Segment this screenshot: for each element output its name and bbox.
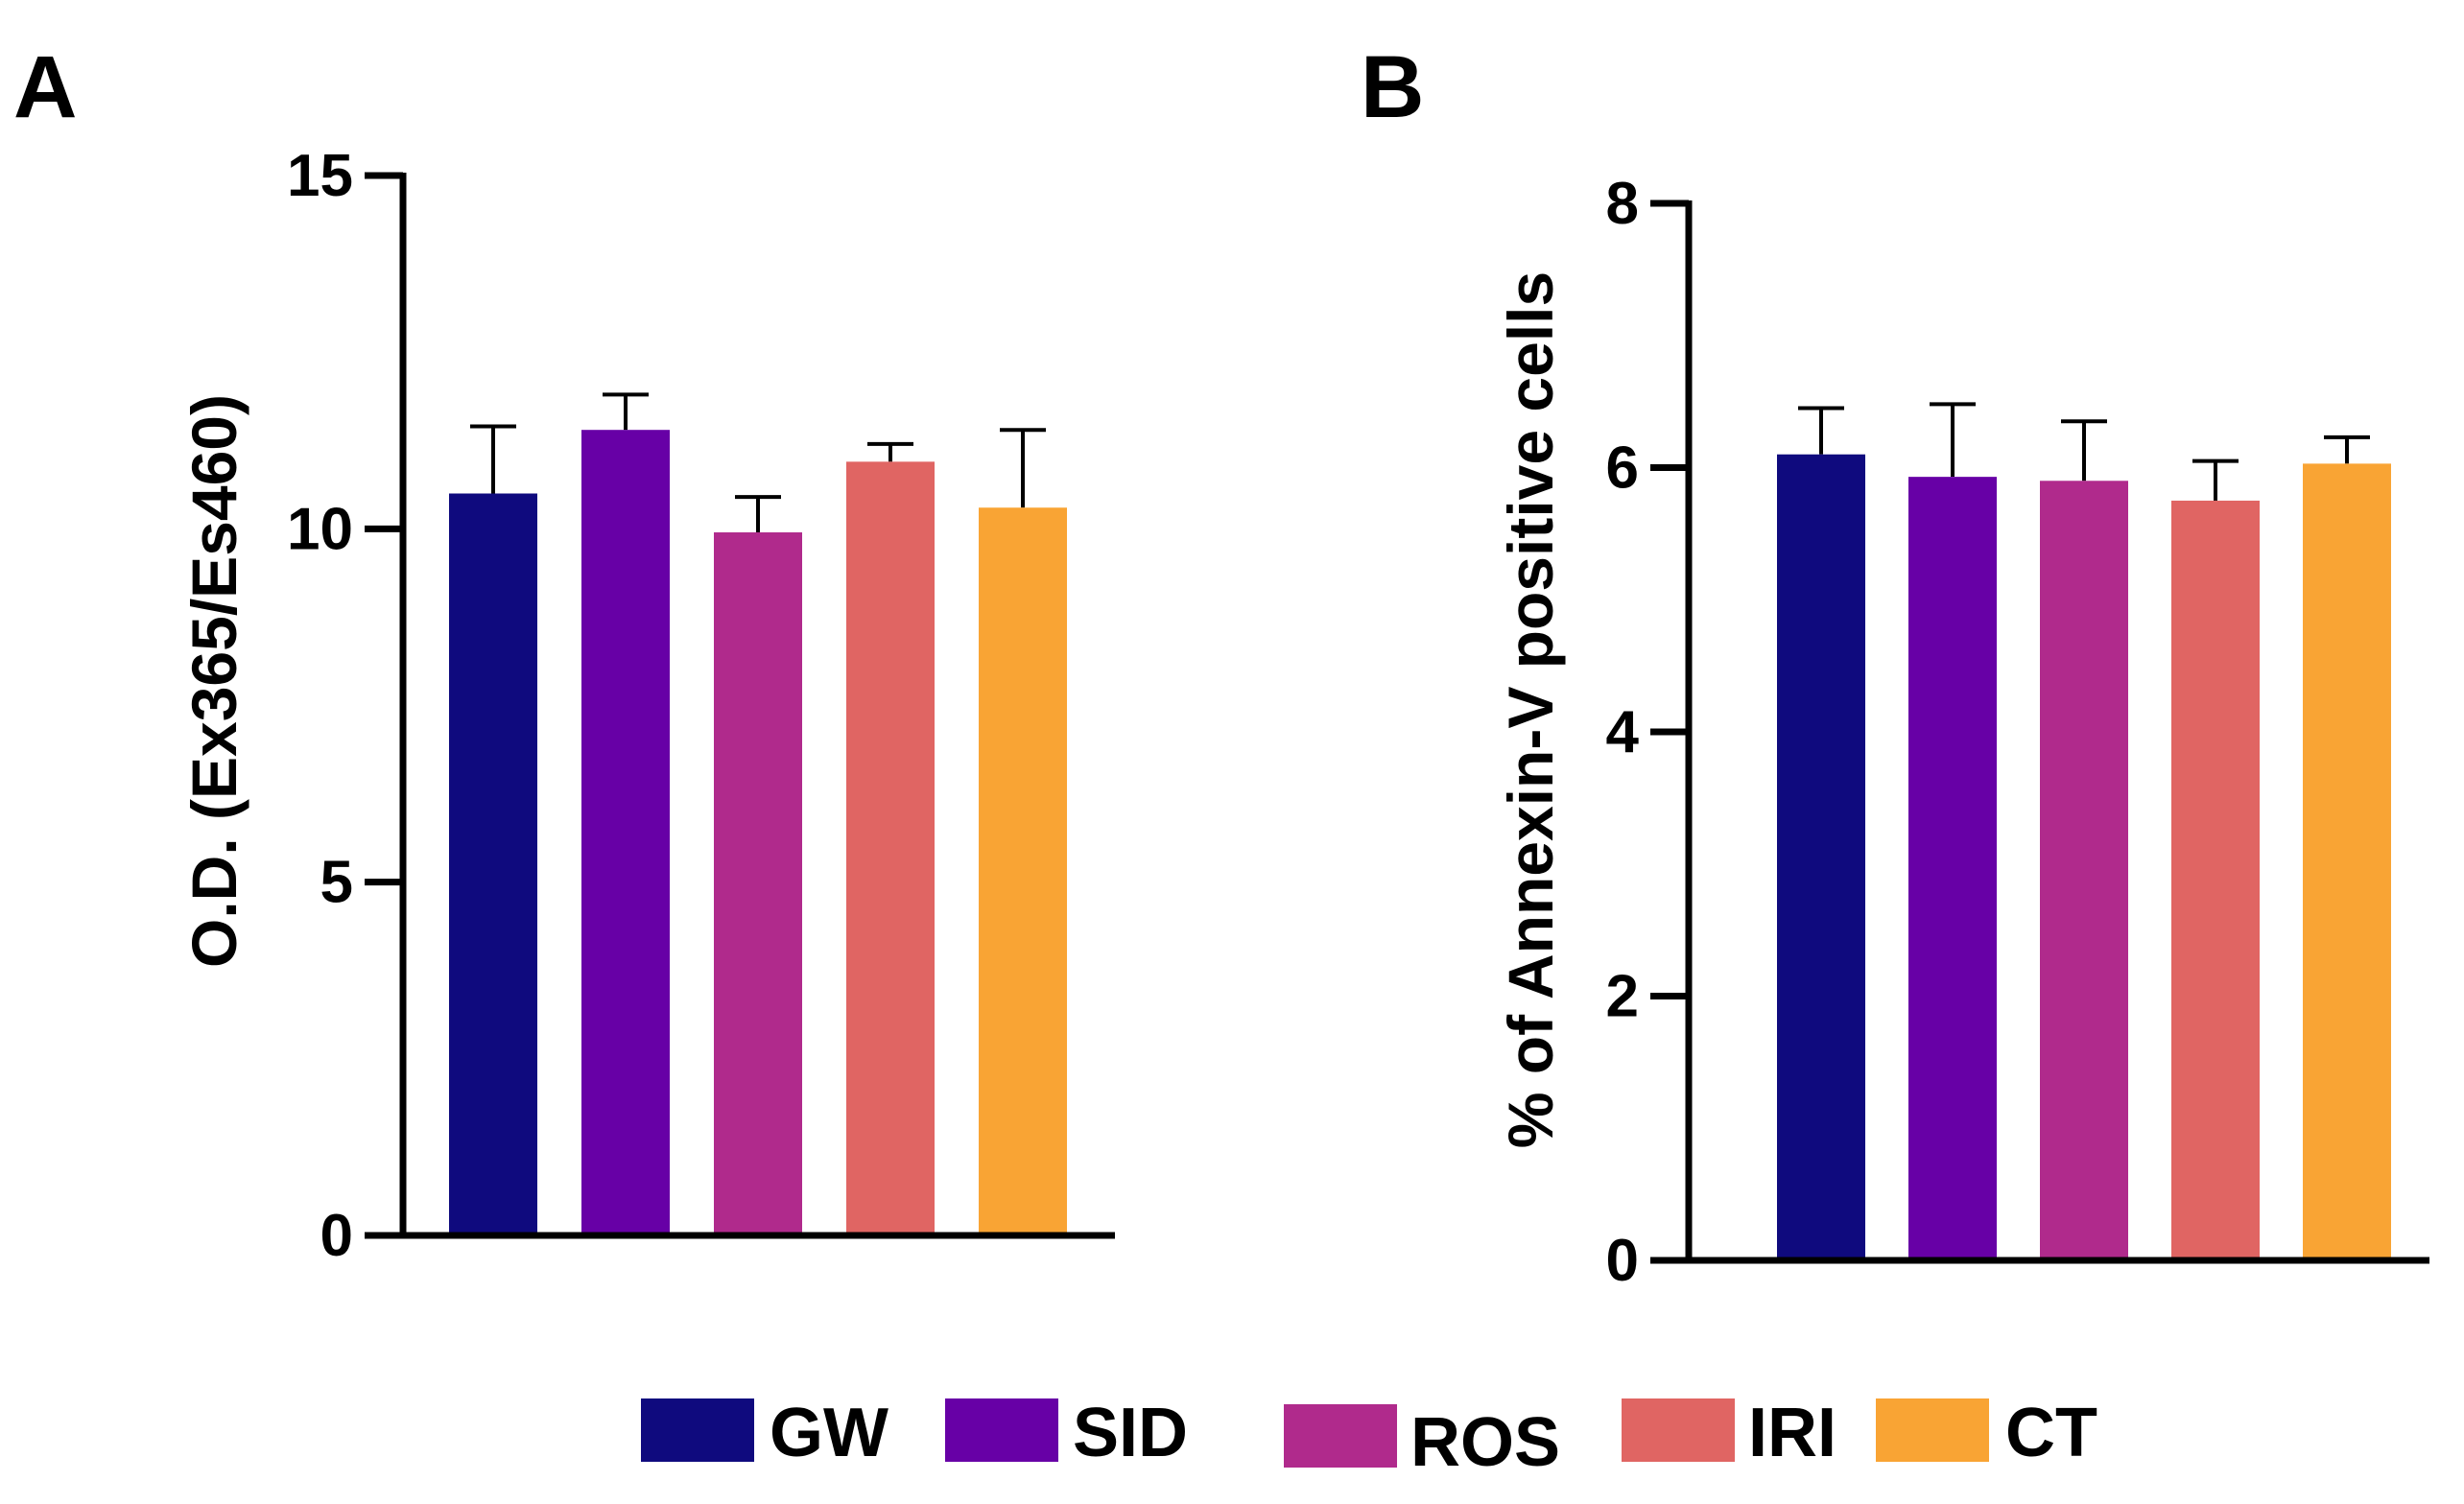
- legend-label-iri: IRI: [1748, 1395, 1836, 1471]
- y-tick-label-a-10: 10: [287, 496, 353, 562]
- y-tick-label-b-4: 4: [1606, 699, 1640, 765]
- bars-b: [1777, 402, 2391, 1261]
- legend-swatch-ros: [1284, 1404, 1397, 1468]
- y-tick-label-b-2: 2: [1606, 964, 1639, 1030]
- bar-b-gw: [1777, 454, 1865, 1261]
- panel-label-b: B: [1361, 38, 1424, 136]
- bar-a-gw: [449, 493, 537, 1235]
- bar-a-iri: [846, 461, 935, 1236]
- bar-b-ros: [2040, 481, 2128, 1260]
- legend-swatch-gw: [641, 1398, 754, 1462]
- y-tick-label-a-0: 0: [320, 1203, 353, 1269]
- bar-a-ros: [714, 532, 802, 1235]
- chart-panel-b: B % of Annexin-V positive cells 0 2 4 6 8: [1361, 38, 2429, 1294]
- y-tick-label-b-0: 0: [1606, 1228, 1639, 1294]
- legend-swatch-sid: [945, 1398, 1058, 1462]
- legend: GW SID ROS IRI CT: [641, 1395, 2097, 1481]
- bar-a-sid: [581, 430, 670, 1235]
- bar-b-ct: [2303, 463, 2391, 1260]
- legend-label-ct: CT: [2005, 1395, 2097, 1471]
- chart-panel-a: A O.D. (Ex365/Es460) 0 5 10 15: [13, 38, 1115, 1269]
- bar-b-sid: [1908, 477, 1997, 1261]
- bars-a: [449, 392, 1067, 1236]
- legend-swatch-iri: [1622, 1398, 1735, 1462]
- y-tick-label-b-6: 6: [1606, 435, 1639, 502]
- y-tick-label-a-5: 5: [320, 850, 353, 916]
- y-axis-title-b: % of Annexin-V positive cells: [1495, 271, 1566, 1148]
- legend-swatch-ct: [1876, 1398, 1989, 1462]
- legend-label-gw: GW: [770, 1395, 888, 1471]
- panel-label-a: A: [13, 38, 77, 136]
- legend-label-sid: SID: [1073, 1395, 1188, 1471]
- y-tick-label-b-8: 8: [1606, 171, 1639, 237]
- axes-a: 0 5 10 15: [287, 143, 1115, 1269]
- y-tick-label-a-15: 15: [287, 143, 353, 209]
- bar-a-ct: [979, 507, 1067, 1235]
- y-axis-title-a: O.D. (Ex365/Es460): [178, 394, 249, 968]
- bar-b-iri: [2171, 500, 2260, 1260]
- legend-label-ros: ROS: [1410, 1404, 1560, 1481]
- axes-b: 0 2 4 6 8: [1606, 171, 2429, 1294]
